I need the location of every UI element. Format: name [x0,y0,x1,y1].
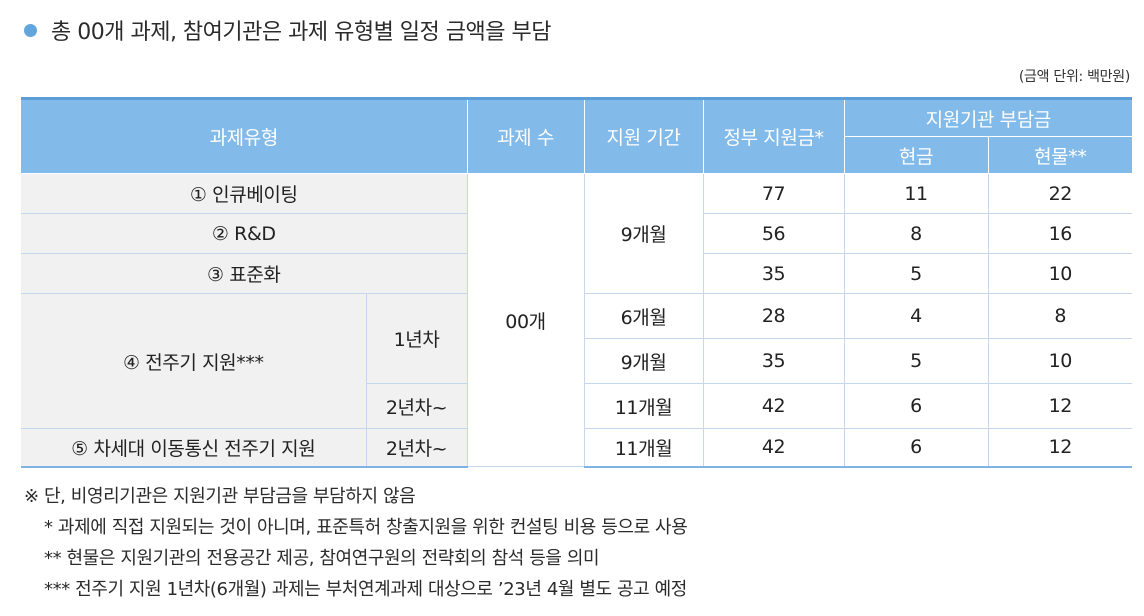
year-cell: 2년차~ [365,428,468,468]
type-cell: ② R&D [21,213,468,254]
gov-cell: 77 [702,173,845,214]
type-cell: ① 인큐베이팅 [21,173,468,214]
inkind-cell: 22 [987,173,1133,214]
gov-cell: 42 [702,383,845,429]
bullet-icon [24,23,37,37]
unit-label: (금액 단위: 백만원) [1018,69,1130,85]
header-gov-fund: 정부 지원금* [702,97,845,174]
cash-cell: 6 [843,383,989,429]
table-row: ③ 표준화 35 5 10 [21,253,1133,294]
footnote-full-cycle: *** 전주기 지원 1년차(6개월) 과제는 부처연계과제 대상으로 ’23년… [44,579,687,600]
funding-table: 과제유형 과제 수 지원 기간 정부 지원금* 지원기관 부담금 현금 현물**… [21,97,1133,468]
cash-cell: 11 [843,173,989,214]
footnotes: ※ 단, 비영리기관은 지원기관 부담금을 부담하지 않음 * 과제에 직접 지… [24,481,688,605]
cash-cell: 5 [843,338,989,384]
section-title-row: 총 00개 과제, 참여기관은 과제 유형별 일정 금액을 부담 [24,14,551,46]
gov-cell: 35 [702,253,845,294]
inkind-cell: 10 [987,338,1133,384]
table-row: 2년차~ 11개월 42 6 12 [21,383,1133,429]
gov-cell: 56 [702,213,845,254]
cash-cell: 8 [843,213,989,254]
header-period: 지원 기간 [583,97,704,174]
inkind-cell: 10 [987,253,1133,294]
period-cell: 11개월 [583,428,704,468]
table-row: ④ 전주기 지원*** 1년차 6개월 28 4 8 [21,293,1133,429]
type-cell: ④ 전주기 지원*** [21,293,367,429]
gov-cell: 35 [702,338,845,384]
gov-cell: 28 [702,293,845,339]
gov-cell: 42 [702,428,845,468]
footnote-inkind: ** 현물은 지원기관의 전용공간 제공, 참여연구원의 전략회의 참석 등을 … [44,548,600,569]
period-cell: 9개월 [584,338,704,384]
header-count: 과제 수 [466,97,585,174]
section-title: 총 00개 과제, 참여기관은 과제 유형별 일정 금액을 부담 [51,20,551,45]
header-inkind: 현물** [987,136,1133,174]
type-cell: ⑤ 차세대 이동통신 전주기 지원 [21,428,367,468]
header-type: 과제유형 [21,97,468,174]
footnote-main: ※ 단, 비영리기관은 지원기관 부담금을 부담하지 않음 [24,486,416,507]
inkind-cell: 8 [987,293,1133,339]
cash-cell: 6 [843,428,989,468]
year-cell: 2년차~ [366,383,468,429]
year-cell: 1년차 [365,293,468,384]
period-cell: 11개월 [583,383,704,429]
table-row: ⑤ 차세대 이동통신 전주기 지원 2년차~ 11개월 42 6 12 [21,428,1133,468]
inkind-cell: 12 [987,428,1133,468]
footnote-gov-fund: * 과제에 직접 지원되는 것이 아니며, 표준특허 창출지원을 위한 컨설팅 … [44,517,688,538]
table-row: ② R&D 56 8 16 [21,213,1133,254]
inkind-cell: 16 [987,213,1133,254]
period-cell: 9개월 [583,173,704,294]
header-burden: 지원기관 부담금 [843,97,1133,137]
header-cash: 현금 [844,136,989,174]
cash-cell: 4 [843,293,989,339]
type-cell: ③ 표준화 [21,253,468,294]
period-cell: 6개월 [583,293,704,339]
inkind-cell: 12 [987,383,1133,429]
table-row: ① 인큐베이팅 00개 9개월 77 11 22 [21,173,1133,467]
cash-cell: 5 [843,253,989,294]
count-cell: 00개 [466,173,585,467]
